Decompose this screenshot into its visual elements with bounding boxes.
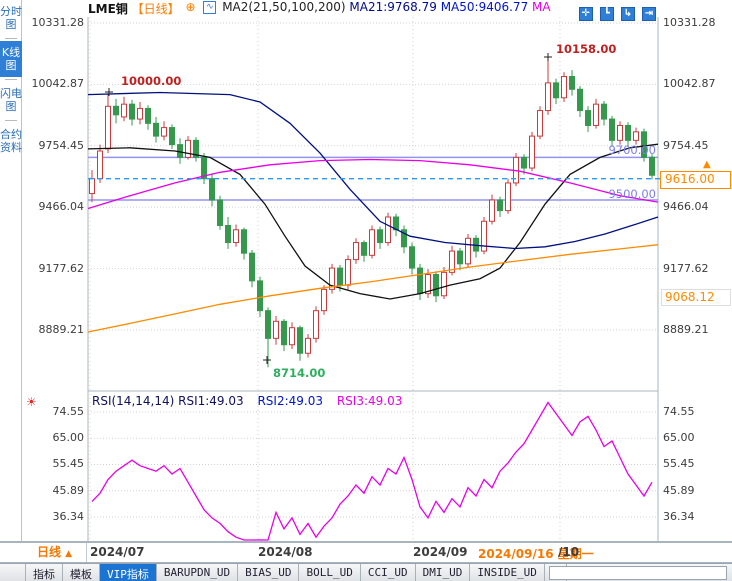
ma21-value: MA21:9768.79 bbox=[349, 0, 437, 14]
tab-inside-ud[interactable]: INSIDE_UD bbox=[470, 564, 545, 581]
price-axis-label-left: 9754.45 bbox=[38, 138, 85, 152]
divider bbox=[4, 79, 17, 80]
rsi-axis-label-right: 45.89 bbox=[663, 483, 695, 497]
price-axis-label-left: 9466.04 bbox=[38, 200, 85, 214]
price-axis-label-left: 10331.28 bbox=[31, 16, 85, 29]
rsi1-value: RSI(14,14,14) RSI1:49.03 bbox=[92, 394, 244, 408]
price-annotation: 10000.00 bbox=[121, 74, 182, 88]
sidebar-item-time-chart[interactable]: 分时图 bbox=[0, 5, 22, 31]
rsi-axis-label-left: 55.45 bbox=[52, 457, 85, 471]
symbol-name: LME铜 bbox=[88, 2, 128, 16]
ma50-value: MA50:9406.77 bbox=[440, 0, 529, 14]
chart-header: LME铜 【日线】 ⊕ ∿ MA2(21,50,100,200) MA21:97… bbox=[88, 0, 732, 17]
ma-extra-label: MA bbox=[532, 0, 551, 14]
price-axis-label-right: 9754.45 bbox=[663, 138, 709, 152]
divider bbox=[4, 120, 17, 121]
date-label-aug: 2024/08 bbox=[258, 545, 313, 559]
tab-barupdn-ud[interactable]: BARUPDN_UD bbox=[157, 564, 239, 581]
chart-window-icons: ✛ ┗ ↳ ⇥ bbox=[577, 1, 656, 21]
price-axis-label-right: 9177.62 bbox=[663, 261, 709, 275]
indicator-chart-icon[interactable]: ∿ bbox=[203, 1, 217, 14]
price-annotation: 10158.00 bbox=[556, 42, 617, 56]
rsi-axis-label-left: 74.55 bbox=[52, 405, 85, 418]
date-axis-row: 日线 ▲ 2024/07 2024/08 2024/09 2024/09/16 … bbox=[0, 542, 732, 563]
date-label-oct: /10 bbox=[558, 545, 580, 559]
tab-bias-ud[interactable]: BIAS_UD bbox=[238, 564, 300, 581]
rsi-axis-label-right: 65.00 bbox=[663, 431, 695, 445]
rsi-header: RSI(14,14,14) RSI1:49.03 RSI2:49.03 RSI3… bbox=[92, 394, 402, 408]
rsi-axis-label-right: 55.45 bbox=[663, 457, 695, 471]
tab-indicators[interactable]: 指标 bbox=[25, 564, 63, 581]
price-axis-label-right: 10331.28 bbox=[663, 16, 716, 29]
price-up-arrow-icon: ▲ bbox=[703, 159, 711, 170]
price-axis-label-right: 9466.04 bbox=[663, 200, 709, 214]
axis-scale-icon[interactable]: ┗ bbox=[599, 7, 614, 21]
rsi2-value: RSI2:49.03 bbox=[257, 394, 323, 408]
sidebar-item-contract-info[interactable]: 合约资料 bbox=[0, 128, 22, 154]
rsi-axis-label-left: 45.89 bbox=[52, 483, 85, 497]
axis-arrow-icon[interactable]: ↳ bbox=[620, 7, 635, 21]
rsi-axis-label-left: 65.00 bbox=[52, 431, 85, 445]
indicator-search-input[interactable] bbox=[549, 566, 727, 580]
rsi-axis-label-left: 36.34 bbox=[52, 510, 85, 523]
chart-type-sidebar: 分时图 K线图 闪电图 合约资料 bbox=[0, 0, 22, 541]
date-label-sep: 2024/09 bbox=[413, 545, 468, 559]
price-axis-label-right: 8889.21 bbox=[663, 323, 709, 336]
ma-settings-label: MA2(21,50,100,200) bbox=[222, 0, 346, 14]
rsi-axis-label-right: 36.34 bbox=[663, 510, 695, 523]
add-overlay-icon[interactable]: ⊕ bbox=[185, 0, 196, 14]
tab-templates[interactable]: 模板 bbox=[63, 564, 100, 581]
price-axis-label-right: 10042.87 bbox=[663, 77, 716, 91]
dropdown-arrow-icon: ▲ bbox=[65, 549, 73, 559]
price-axis-label-left: 8889.21 bbox=[38, 323, 85, 336]
divider bbox=[4, 38, 17, 39]
period-dropdown-button[interactable]: 日线 ▲ bbox=[23, 543, 87, 562]
current-price-box: 9616.00 bbox=[660, 171, 731, 189]
pan-tool-icon[interactable]: ✛ bbox=[578, 7, 593, 21]
rsi-axis-label-right: 74.55 bbox=[663, 405, 695, 418]
indicator-toolbar: 指标 模板 VIP指标 BARUPDN_UD BIAS_UD BOLL_UD C… bbox=[0, 563, 732, 581]
sidebar-item-lightning-chart[interactable]: 闪电图 bbox=[0, 87, 22, 113]
sidebar-item-kline-chart[interactable]: K线图 bbox=[0, 41, 22, 77]
indicator-settings-icon[interactable]: ☀ bbox=[26, 395, 37, 409]
settlement-price-label: 9068.12 bbox=[661, 289, 731, 306]
tab-cci-ud[interactable]: CCI_UD bbox=[361, 564, 416, 581]
price-axis-label-left: 10042.87 bbox=[31, 77, 85, 91]
date-label-jul: 2024/07 bbox=[90, 545, 145, 559]
tab-boll-ud[interactable]: BOLL_UD bbox=[299, 564, 361, 581]
date-label-selected: 2024/09/16 星期一 bbox=[478, 547, 594, 561]
price-axis-label-left: 9177.62 bbox=[38, 261, 85, 275]
tab-vip-indicators[interactable]: VIP指标 bbox=[100, 564, 157, 581]
rsi3-value: RSI3:49.03 bbox=[336, 394, 403, 408]
shift-right-icon[interactable]: ⇥ bbox=[642, 7, 656, 21]
period-tag: 【日线】 bbox=[131, 2, 180, 16]
tab-dmi-ud[interactable]: DMI_UD bbox=[416, 564, 471, 581]
level-label-9500: 9500.00 bbox=[608, 187, 656, 201]
price-annotation: 8714.00 bbox=[273, 366, 326, 380]
level-label-9700: 9700.00 bbox=[608, 143, 656, 157]
